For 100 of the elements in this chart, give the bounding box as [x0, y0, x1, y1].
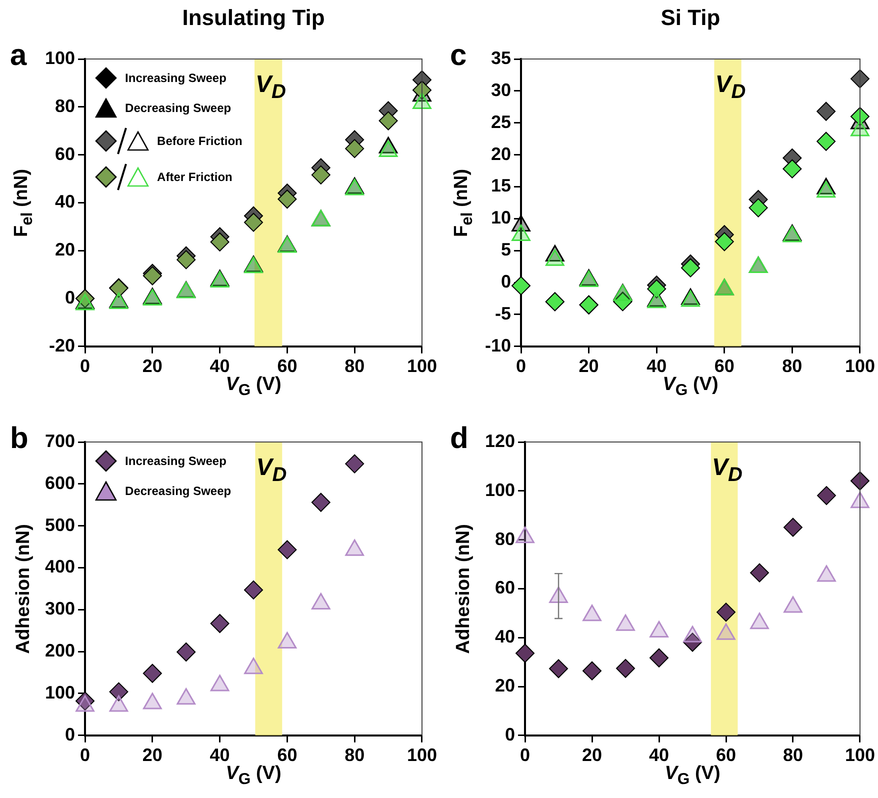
y-tick-label: 20 [55, 240, 76, 260]
band-label: V$_{D}$ [256, 71, 286, 104]
point [143, 692, 162, 710]
point [516, 526, 534, 544]
y-axis-title: Adhesion (nN) [13, 524, 35, 654]
y-tick-label: 35 [490, 48, 512, 68]
point [109, 695, 128, 712]
point [311, 165, 330, 184]
point [76, 695, 94, 712]
point [210, 232, 230, 252]
x-tick-label: 60 [277, 745, 298, 766]
x-tick-label: 0 [520, 745, 530, 766]
point [378, 111, 398, 130]
point [582, 661, 602, 680]
y-tick-label: 25 [490, 112, 512, 132]
x-tick-label: 100 [844, 356, 876, 376]
y-tick-label: 300 [44, 598, 76, 619]
y-tick-label: 500 [44, 514, 76, 535]
x-tick-label: 80 [782, 356, 802, 376]
y-tick-label: 5 [501, 240, 512, 260]
band-label: V$_{D}$ [256, 454, 287, 487]
point [345, 139, 364, 158]
x-axis-title: V$_{G}$ (V) [662, 374, 718, 400]
x-tick-label: 40 [648, 745, 670, 766]
legend-label: Increasing Sweep [125, 454, 226, 468]
point [412, 80, 432, 100]
point [716, 602, 736, 622]
x-tick-label: 80 [344, 745, 365, 766]
y-tick-label: 40 [495, 626, 516, 647]
x-tick-label: 20 [142, 356, 162, 376]
point [516, 644, 535, 663]
text: a [10, 39, 27, 73]
x-tick-label: 20 [578, 356, 599, 376]
x-tick-label: 100 [844, 745, 876, 766]
point [683, 632, 702, 652]
band-label: V$_{D}$ [712, 454, 742, 487]
point [311, 492, 330, 512]
point [782, 159, 802, 178]
y-tick-label: 0 [505, 724, 516, 744]
annotation: Decreasing Sweep [125, 101, 232, 115]
annotation: After Friction [157, 170, 232, 184]
y-tick-label: 60 [55, 144, 76, 164]
y-tick-label: 40 [55, 192, 76, 212]
x-tick-label: 100 [406, 356, 438, 376]
y-tick-label: 80 [55, 96, 76, 116]
x-tick-label: 20 [582, 745, 602, 766]
point [850, 492, 870, 508]
y-axis-title: Adhesion (nN) [453, 524, 475, 654]
x-tick-label: 60 [716, 745, 736, 766]
legend-label: Decreasing Sweep [125, 484, 232, 498]
x-axis-title: V$_{G}$ (V) [664, 763, 720, 790]
chart-title: Si Tip [660, 5, 720, 31]
x-tick-label: 0 [80, 745, 90, 766]
y-tick-label: 400 [44, 556, 76, 577]
y-tick-label: 30 [490, 80, 512, 100]
point [345, 454, 364, 474]
point [850, 106, 870, 126]
point [582, 604, 602, 622]
x-tick-label: 100 [406, 745, 438, 766]
point [546, 249, 564, 266]
band-label: V$_{D}$ [715, 71, 746, 104]
point [278, 190, 297, 209]
y-tick-label: -10 [485, 335, 512, 356]
x-axis-title: V$_{G}$ (V) [226, 763, 282, 790]
x-tick-label: 60 [277, 356, 298, 376]
y-tick-label: -20 [49, 335, 76, 356]
y-tick-label: 20 [490, 144, 512, 164]
x-tick-label: 80 [782, 745, 804, 766]
text: b [10, 422, 28, 456]
point [650, 648, 669, 668]
point [816, 132, 836, 151]
y-tick-label: 15 [490, 176, 512, 196]
y-tick-label: 200 [44, 640, 76, 661]
point [244, 580, 264, 600]
point [750, 612, 769, 630]
text: c [450, 39, 467, 73]
point [278, 540, 297, 560]
point [512, 224, 530, 242]
point [244, 212, 264, 232]
y-tick-label: 100 [484, 480, 516, 500]
point [210, 674, 230, 692]
y-tick-label: 100 [44, 48, 76, 68]
point [176, 688, 196, 705]
y-tick-label: 0 [65, 724, 76, 744]
point [817, 565, 836, 582]
y-tick-label: -5 [495, 303, 512, 324]
y-tick-label: 60 [495, 578, 516, 598]
x-tick-label: 40 [210, 356, 230, 376]
point [244, 658, 263, 674]
x-tick-label: 40 [210, 745, 230, 766]
y-tick-label: 20 [495, 675, 516, 696]
point [210, 614, 230, 633]
y-tick-label: 600 [44, 472, 76, 493]
point [549, 659, 568, 678]
y-tick-label: 80 [495, 528, 516, 549]
point [311, 593, 330, 610]
x-tick-label: 40 [646, 356, 667, 376]
point [816, 181, 836, 198]
x-tick-label: 0 [80, 356, 90, 376]
text: d [450, 422, 468, 456]
